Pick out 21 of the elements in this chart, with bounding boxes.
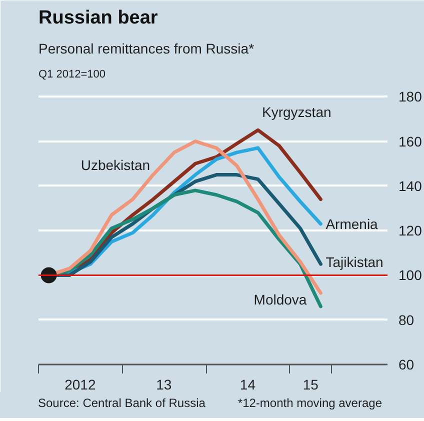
chart-subtitle: Personal remittances from Russia* — [38, 40, 255, 56]
series-label: Tajikistan — [326, 254, 384, 270]
y-tick-label: 180 — [398, 88, 422, 105]
x-tick-label: 15 — [302, 376, 319, 392]
y-tick-label: 80 — [398, 312, 414, 328]
series-label: Armenia — [326, 216, 378, 232]
x-tick-label: 14 — [240, 376, 256, 392]
y-tick-label: 120 — [398, 222, 422, 239]
text: Q1 2012=100 — [38, 68, 106, 80]
y-tick-label: 100 — [398, 267, 422, 284]
x-tick-label: 13 — [156, 376, 172, 392]
chart-title: Russian bear — [38, 8, 158, 28]
series-label: Moldova — [254, 291, 307, 308]
y-tick-label: 140 — [398, 178, 422, 194]
series-label: Kyrgyzstan — [262, 104, 332, 120]
x-tick-label: 2012 — [64, 376, 96, 392]
series-label: Uzbekistan — [80, 156, 150, 173]
source-note: Source: Central Bank of Russia — [38, 395, 206, 412]
y-tick-label: 160 — [398, 133, 422, 150]
y-tick-label: 60 — [398, 356, 414, 372]
text: *12-month moving average — [238, 395, 382, 412]
